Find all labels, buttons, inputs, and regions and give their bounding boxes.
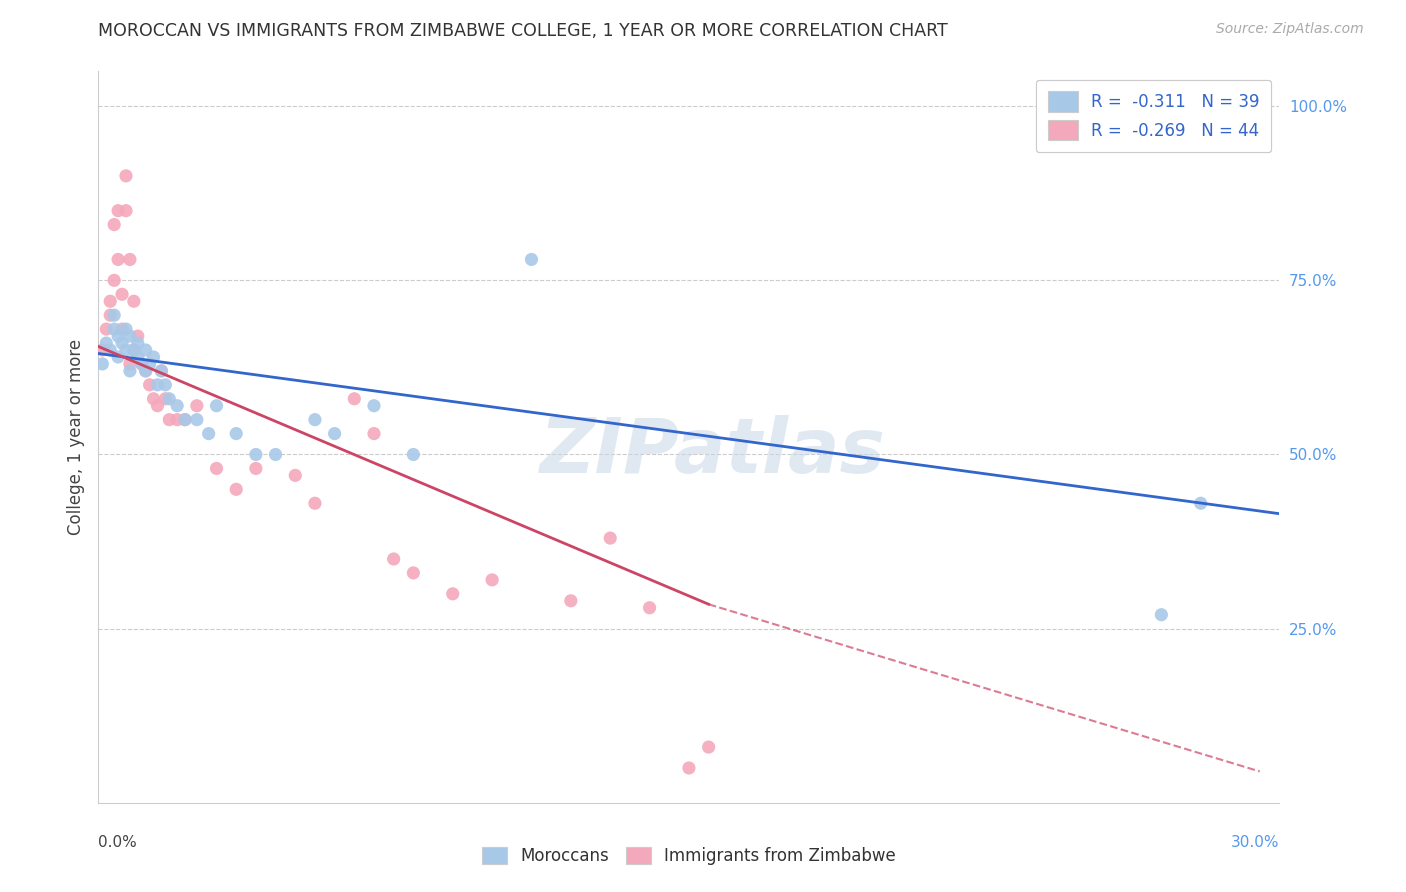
Point: [599, 531, 621, 545]
Point: [115, 343, 138, 357]
Point: [1189, 496, 1212, 510]
Point: [284, 468, 307, 483]
Point: [245, 461, 267, 475]
Point: [157, 392, 180, 406]
Point: [111, 287, 134, 301]
Point: [441, 587, 464, 601]
Legend: R =  -0.311   N = 39, R =  -0.269   N = 44: R = -0.311 N = 39, R = -0.269 N = 44: [1036, 79, 1271, 152]
Text: 30.0%: 30.0%: [1232, 836, 1279, 850]
Point: [131, 357, 153, 371]
Point: [197, 426, 219, 441]
Text: Source: ZipAtlas.com: Source: ZipAtlas.com: [1216, 22, 1364, 37]
Point: [186, 399, 208, 413]
Point: [363, 426, 385, 441]
Point: [135, 343, 157, 357]
Point: [174, 412, 197, 426]
Point: [122, 294, 145, 309]
Point: [186, 412, 208, 426]
Point: [127, 329, 149, 343]
Point: [363, 399, 385, 413]
Point: [166, 399, 188, 413]
Point: [146, 399, 169, 413]
Point: [118, 329, 141, 343]
Point: [127, 350, 149, 364]
Point: [107, 350, 129, 364]
Point: [402, 448, 425, 462]
Point: [111, 336, 134, 351]
Point: [560, 594, 582, 608]
Point: [91, 343, 114, 357]
Point: [127, 336, 149, 351]
Point: [98, 294, 121, 309]
Point: [146, 377, 169, 392]
Text: 0.0%: 0.0%: [98, 836, 138, 850]
Point: [135, 364, 157, 378]
Point: [304, 496, 326, 510]
Point: [323, 426, 346, 441]
Legend: Moroccans, Immigrants from Zimbabwe: Moroccans, Immigrants from Zimbabwe: [472, 837, 905, 875]
Y-axis label: College, 1 year or more: College, 1 year or more: [66, 339, 84, 535]
Point: [118, 357, 141, 371]
Point: [118, 364, 141, 378]
Point: [343, 392, 366, 406]
Point: [96, 322, 118, 336]
Point: [402, 566, 425, 580]
Point: [245, 448, 267, 462]
Point: [697, 740, 720, 755]
Point: [107, 329, 129, 343]
Point: [225, 426, 247, 441]
Point: [107, 252, 129, 267]
Point: [142, 350, 165, 364]
Point: [115, 203, 138, 218]
Point: [98, 308, 121, 322]
Point: [205, 461, 228, 475]
Point: [103, 308, 125, 322]
Point: [155, 377, 177, 392]
Point: [678, 761, 700, 775]
Point: [122, 343, 145, 357]
Point: [264, 448, 287, 462]
Point: [131, 357, 153, 371]
Point: [304, 412, 326, 426]
Text: ZIPatlas: ZIPatlas: [540, 415, 886, 489]
Point: [122, 343, 145, 357]
Point: [135, 364, 157, 378]
Point: [142, 392, 165, 406]
Point: [205, 399, 228, 413]
Point: [115, 169, 138, 183]
Point: [96, 336, 118, 351]
Point: [382, 552, 405, 566]
Point: [103, 218, 125, 232]
Point: [138, 357, 160, 371]
Point: [138, 377, 160, 392]
Point: [118, 252, 141, 267]
Point: [166, 412, 188, 426]
Point: [115, 322, 138, 336]
Point: [98, 343, 121, 357]
Point: [111, 322, 134, 336]
Point: [91, 357, 114, 371]
Point: [103, 273, 125, 287]
Point: [638, 600, 661, 615]
Point: [155, 392, 177, 406]
Point: [150, 364, 173, 378]
Point: [174, 412, 197, 426]
Point: [157, 412, 180, 426]
Point: [107, 203, 129, 218]
Point: [225, 483, 247, 497]
Point: [1150, 607, 1173, 622]
Point: [481, 573, 503, 587]
Point: [150, 364, 173, 378]
Point: [520, 252, 543, 267]
Text: MOROCCAN VS IMMIGRANTS FROM ZIMBABWE COLLEGE, 1 YEAR OR MORE CORRELATION CHART: MOROCCAN VS IMMIGRANTS FROM ZIMBABWE COL…: [98, 22, 948, 40]
Point: [103, 322, 125, 336]
